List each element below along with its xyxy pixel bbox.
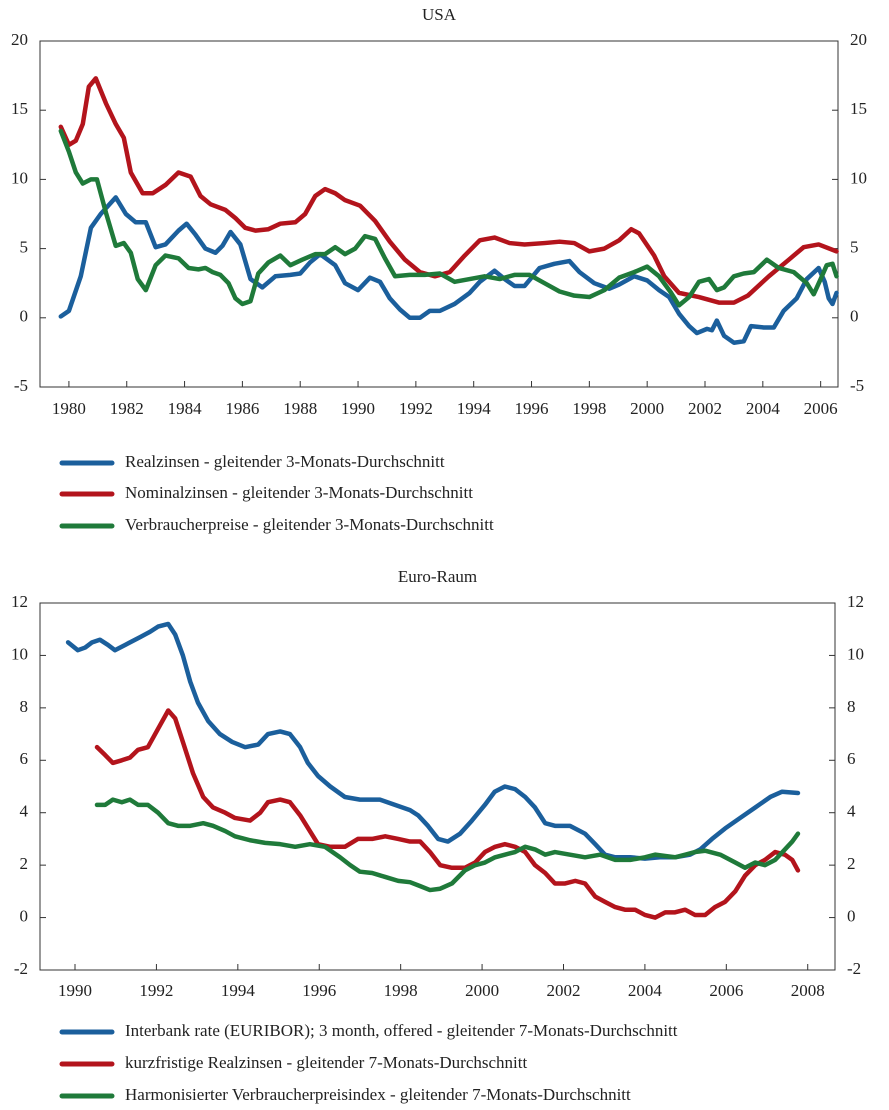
y2-tick-label: 10 [850, 168, 867, 187]
x-tick-label: 2000 [465, 981, 499, 1000]
x-tick-label: 1990 [341, 399, 375, 418]
y-tick-label: 2 [20, 854, 29, 873]
y2-tick-label: 5 [850, 238, 859, 257]
y2-tick-label: 0 [850, 307, 859, 326]
x-tick-label: 1992 [139, 981, 173, 1000]
x-tick-label: 1998 [384, 981, 418, 1000]
y2-tick-label: 0 [847, 906, 856, 925]
y2-tick-label: 12 [847, 592, 864, 611]
x-tick-label: 1990 [58, 981, 92, 1000]
x-tick-label: 2000 [630, 399, 664, 418]
x-tick-label: 1996 [515, 399, 549, 418]
x-tick-label: 1984 [168, 399, 203, 418]
x-tick-label: 2008 [791, 981, 825, 1000]
data-line [94, 797, 801, 893]
x-tick-label: 1994 [457, 399, 492, 418]
y2-tick-label: -2 [847, 959, 861, 978]
plot-frame [39, 602, 836, 971]
chart-title: Euro-Raum [398, 567, 477, 586]
y-tick-label: -5 [14, 376, 28, 395]
y2-tick-label: 20 [850, 30, 867, 49]
legend-label: Nominalzinsen - gleitender 3-Monats-Durc… [125, 483, 473, 502]
y-tick-label: 10 [11, 644, 28, 663]
y-tick-label: 8 [20, 697, 29, 716]
x-tick-label: 1994 [221, 981, 256, 1000]
data-line [58, 128, 839, 308]
y-tick-label: 0 [20, 307, 29, 326]
y-tick-label: 4 [20, 802, 29, 821]
x-tick-label: 1986 [225, 399, 259, 418]
x-tick-label: 1992 [399, 399, 433, 418]
y-tick-label: 12 [11, 592, 28, 611]
y2-tick-label: 10 [847, 644, 864, 663]
y2-tick-label: -5 [850, 376, 864, 395]
data-line [58, 76, 839, 305]
y-tick-label: 0 [20, 906, 29, 925]
legend-label: kurzfristige Realzinsen - gleitender 7-M… [125, 1053, 527, 1072]
x-tick-label: 1980 [52, 399, 86, 418]
data-line [94, 708, 801, 920]
y-tick-label: 10 [11, 168, 28, 187]
x-tick-label: 1988 [283, 399, 317, 418]
x-tick-label: 2002 [546, 981, 580, 1000]
y2-tick-label: 8 [847, 697, 856, 716]
y-tick-label: 6 [20, 749, 29, 768]
y-tick-label: 15 [11, 99, 28, 118]
y2-tick-label: 15 [850, 99, 867, 118]
x-tick-label: 2004 [628, 981, 663, 1000]
x-tick-label: 1998 [572, 399, 606, 418]
x-tick-label: 1996 [302, 981, 336, 1000]
y-tick-label: -2 [14, 959, 28, 978]
x-tick-label: 2002 [688, 399, 722, 418]
y2-tick-label: 2 [847, 854, 856, 873]
legend-label: Verbraucherpreise - gleitender 3-Monats-… [125, 515, 494, 534]
legend-label: Harmonisierter Verbraucherpreisindex - g… [125, 1085, 631, 1104]
chart-title: USA [422, 5, 457, 24]
plot-frame [39, 40, 839, 388]
legend-label: Interbank rate (EURIBOR); 3 month, offer… [125, 1021, 678, 1040]
y2-tick-label: 6 [847, 749, 856, 768]
y-tick-label: 5 [20, 238, 29, 257]
x-tick-label: 1982 [110, 399, 144, 418]
y2-tick-label: 4 [847, 802, 856, 821]
x-tick-label: 2006 [804, 399, 838, 418]
x-tick-label: 2006 [709, 981, 743, 1000]
x-tick-label: 2004 [746, 399, 781, 418]
data-line [58, 195, 839, 345]
legend-label: Realzinsen - gleitender 3-Monats-Durchsc… [125, 452, 445, 471]
y-tick-label: 20 [11, 30, 28, 49]
